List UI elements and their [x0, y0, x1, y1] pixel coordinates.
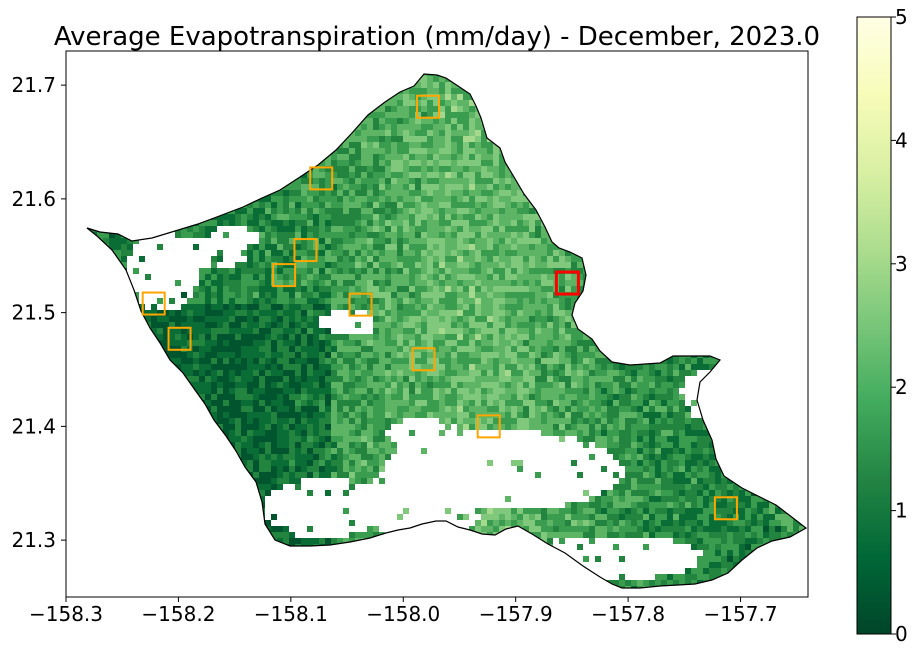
colorbar-tick-label: 1: [895, 499, 908, 523]
y-tick-label: 21.5: [11, 301, 56, 325]
colorbar-tick-label: 5: [895, 5, 908, 29]
y-axis: 21.3 21.4 21.5 21.6 21.7: [11, 73, 66, 552]
x-tick-label: −157.7: [704, 602, 778, 626]
x-tick-label: −158.3: [29, 602, 103, 626]
colorbar: [857, 17, 891, 634]
y-tick-label: 21.4: [11, 414, 56, 438]
map-title: Average Evapotranspiration (mm/day) - De…: [54, 22, 820, 52]
colorbar-tick-label: 2: [895, 375, 908, 399]
colorbar-tick-label: 4: [895, 128, 908, 152]
y-tick-label: 21.3: [11, 528, 56, 552]
x-tick-label: −158.0: [366, 602, 440, 626]
x-tick-label: −157.9: [479, 602, 553, 626]
x-tick-label: −158.2: [141, 602, 215, 626]
colorbar-axis: 0 1 2 3 4 5: [891, 5, 908, 646]
colorbar-tick-label: 3: [895, 252, 908, 276]
x-tick-label: −158.1: [254, 602, 328, 626]
y-tick-label: 21.7: [11, 73, 56, 97]
x-axis: −158.3 −158.2 −158.1 −158.0 −157.9 −157.8 −157…: [29, 597, 778, 626]
x-tick-label: −157.8: [591, 602, 665, 626]
colorbar-tick-label: 0: [895, 622, 908, 646]
y-tick-label: 21.6: [11, 187, 56, 211]
